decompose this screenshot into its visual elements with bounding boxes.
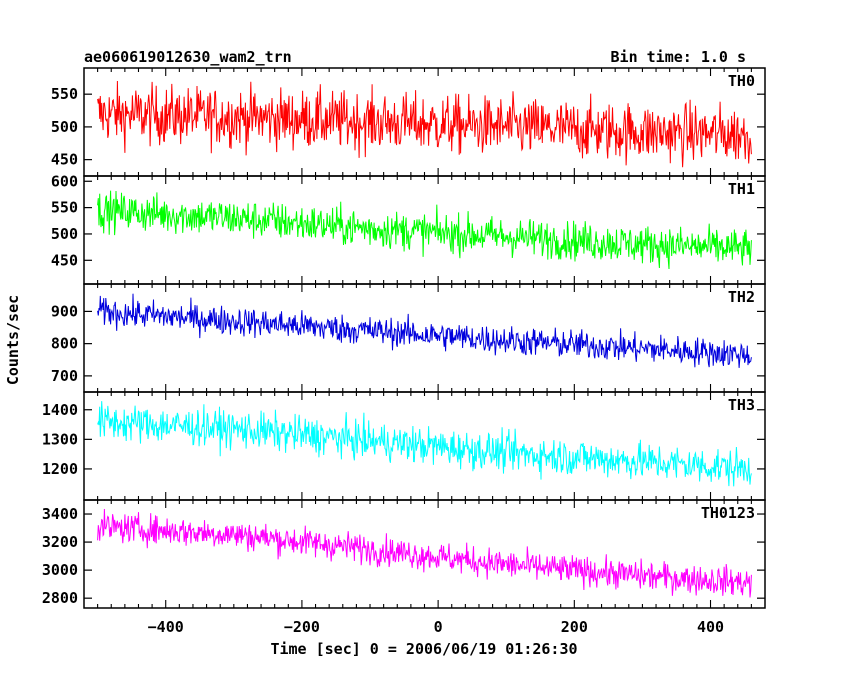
panel-label: TH0123 [701,504,755,522]
panel-label: TH0 [728,72,755,90]
y-tick-label: 2800 [42,589,78,607]
y-tick-label: 3200 [42,533,78,551]
series-line-th2 [97,293,752,368]
y-tick-label: 1200 [42,460,78,478]
panel-th3: TH3 1200 1300 1400 [42,391,766,501]
y-tick-label: 450 [51,151,78,169]
y-axis-label: Counts/sec [4,295,22,385]
x-tick-label: −400 [148,618,184,636]
bin-time-label: Bin time: 1.0 s [611,48,746,66]
y-tick-label: 3400 [42,505,78,523]
panel-label: TH2 [728,288,755,306]
y-tick-label: 3000 [42,561,78,579]
y-tick-label: 1300 [42,430,78,448]
panel-th1: TH1 450 500 550 600 [51,172,766,285]
panel-label: TH3 [728,396,755,414]
panel-frame [83,175,766,285]
x-axis-label: Time [sec] 0 = 2006/06/19 01:26:30 [270,640,577,658]
panel-th2: TH2 700 800 900 [51,283,766,393]
x-tick-label: −200 [284,618,320,636]
series-line-th0 [97,80,752,168]
x-tick-label: 400 [697,618,724,636]
series-line-th0123 [97,508,752,598]
x-tick-label: 0 [434,618,443,636]
panel-frame [83,283,766,393]
y-tick-label: 700 [51,367,78,385]
y-tick-label: 600 [51,172,78,190]
y-tick-label: 450 [51,251,78,269]
y-tick-label: 550 [51,199,78,217]
chart-title: ae060619012630_wam2_trn [84,48,292,66]
x-tick-label: 200 [561,618,588,636]
y-tick-label: 550 [51,85,78,103]
series-line-th1 [97,190,752,270]
y-tick-label: 1400 [42,401,78,419]
y-tick-label: 800 [51,335,78,353]
y-tick-label: 500 [51,225,78,243]
y-tick-label: 900 [51,302,78,320]
panel-label: TH1 [728,180,755,198]
y-tick-label: 500 [51,118,78,136]
panel-th0123: TH0123 2800 3000 3200 3400 [42,499,766,609]
panel-frame [83,499,766,609]
series-line-th3 [97,401,752,487]
panel-th0: TH0 450 500 550 [51,67,766,177]
panels: TH0450500550TH1450500550600TH2700800900T… [42,67,766,636]
